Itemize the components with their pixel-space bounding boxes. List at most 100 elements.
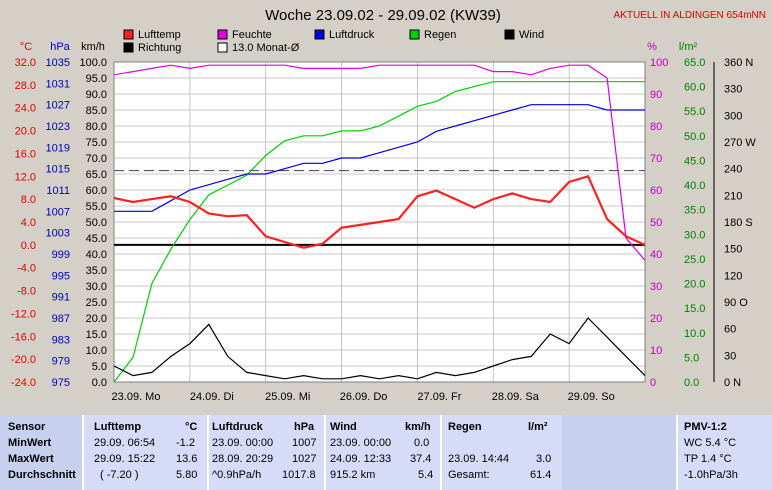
stats-luftdruck-min-time: 23.09. 00:00 — [212, 437, 274, 449]
stats-regen-max: 3.0 — [536, 453, 552, 465]
chart-subtitle: AKTUELL IN ALDINGEN 654mNN — [614, 10, 766, 21]
stats-lufttemp-avg-note: ( -7.20 ) — [100, 469, 139, 481]
stats-column-wind — [324, 415, 442, 490]
legend-label: Lufttemp — [138, 29, 181, 41]
y-tick-label: 60.0 — [684, 82, 705, 94]
y-tick-label: 983 — [52, 334, 70, 346]
stats-wind-min: 0.0 — [414, 437, 430, 449]
y-tick-label: 1031 — [46, 78, 70, 90]
series-line-luftdruck — [114, 104, 645, 212]
series-line-wind — [113, 317, 646, 380]
stats-luftdruck-max: 1027 — [292, 453, 317, 465]
axis-unit: l/m² — [679, 41, 698, 53]
y-tick-label: 60.0 — [86, 185, 107, 197]
x-tick-label: 28.09. Sa — [492, 391, 540, 403]
y-tick-label: 8.0 — [21, 194, 36, 206]
stats-lufttemp-max-time: 29.09. 15:22 — [94, 453, 156, 465]
legend-swatch — [314, 29, 325, 40]
stats-wind-max: 37.4 — [410, 453, 432, 465]
stats-pmv-windchill: WC 5.4 °C — [684, 437, 737, 449]
y-tick-label: 120 — [724, 270, 742, 282]
y-tick-label: 1011 — [46, 185, 70, 197]
stats-header-pmv: PMV-1:2 — [684, 421, 727, 433]
legend-label: Feuchte — [232, 29, 272, 41]
chart-legend: Lufttemp Feuchte Luftdruck Regen Wind Richtun… — [123, 29, 544, 54]
y-tick-label: 45.0 — [86, 233, 107, 245]
stats-header-lufttemp: Lufttemp — [94, 421, 142, 433]
y-tick-label: 55.0 — [86, 201, 107, 213]
chart-title: Woche 23.09.02 - 29.09.02 (KW39) — [265, 7, 501, 24]
stats-lufttemp-min-time: 29.09. 06:54 — [94, 437, 156, 449]
stats-header-luftdruck: Luftdruck — [212, 421, 263, 433]
legend-label: Wind — [519, 29, 544, 41]
stats-column-lufttemp — [82, 415, 209, 490]
stats-label-min: MinWert — [8, 437, 52, 449]
stats-unit-regen: l/m² — [528, 421, 548, 433]
y-tick-label: 995 — [52, 270, 70, 282]
stats-header-sensor: Sensor — [8, 421, 46, 433]
y-tick-label: 100 — [650, 57, 668, 69]
y-tick-label: 0.0 — [92, 377, 107, 389]
y-tick-label: 150 — [724, 244, 742, 256]
y-tick-label: 90.0 — [86, 89, 107, 101]
y-tick-label: 1035 — [46, 57, 70, 69]
y-tick-label: 210 — [724, 190, 742, 202]
legend-label: 13.0 Monat-Ø — [232, 42, 300, 54]
y-tick-label: 35.0 — [684, 205, 705, 217]
y-tick-label: 979 — [52, 356, 70, 368]
stats-luftdruck-trend: ^0.9hPa/h — [212, 469, 262, 481]
stats-pmv-pressure-trend: -1.0hPa/3h — [684, 469, 738, 481]
y-tick-label: 32.0 — [15, 57, 36, 69]
y-tick-label: 180 S — [724, 217, 753, 229]
x-tick-label: 29.09. So — [568, 391, 615, 403]
stats-lufttemp-min: -1.2 — [176, 437, 195, 449]
y-tick-label: 45.0 — [684, 155, 705, 167]
legend-swatch — [123, 29, 134, 40]
y-tick-label: 25.0 — [684, 254, 705, 266]
y-tick-label: 991 — [52, 292, 70, 304]
y-tick-label: 20 — [650, 313, 662, 325]
stats-column-luftdruck — [207, 415, 326, 490]
stats-column-pmv — [676, 415, 772, 490]
y-tick-label: 80.0 — [86, 121, 107, 133]
y-tick-label: 5.0 — [92, 361, 107, 373]
y-tick-label: 0.0 — [21, 240, 36, 252]
y-tick-label: 60 — [724, 324, 736, 336]
y-tick-label: 10 — [650, 345, 662, 357]
y-tick-label: 4.0 — [21, 217, 36, 229]
y-tick-label: 90 — [650, 89, 662, 101]
y-tick-label: 10.0 — [86, 345, 107, 357]
stats-header-wind: Wind — [330, 421, 357, 433]
y-tick-label: 10.0 — [684, 328, 705, 340]
stats-unit-lufttemp: °C — [185, 421, 198, 433]
y-tick-label: -16.0 — [11, 331, 36, 343]
y-tick-label: 40 — [650, 249, 662, 261]
y-tick-label: 90 O — [724, 297, 748, 309]
y-tick-label: 300 — [724, 110, 742, 122]
legend-swatch — [123, 42, 134, 53]
y-tick-label: 35.0 — [86, 265, 107, 277]
y-tick-label: 0 — [650, 377, 656, 389]
axis-unit: °C — [20, 41, 32, 53]
y-tick-label: 12.0 — [15, 171, 36, 183]
y-tick-label: 80 — [650, 121, 662, 133]
y-tick-label: 1015 — [46, 164, 70, 176]
y-tick-label: 15.0 — [684, 303, 705, 315]
y-tick-label: 1007 — [46, 206, 70, 218]
stats-regen-total: 61.4 — [530, 469, 552, 481]
stats-wind-distance: 915.2 km — [330, 469, 376, 481]
stats-wind-min-time: 23.09. 00:00 — [330, 437, 392, 449]
y-tick-label: 240 — [724, 164, 742, 176]
series-line-feuchte — [113, 64, 646, 261]
series-group — [113, 64, 646, 383]
y-tick-label: 70.0 — [86, 153, 107, 165]
stats-unit-luftdruck: hPa — [294, 421, 315, 433]
legend-swatch — [217, 29, 228, 40]
legend-swatch — [217, 42, 228, 53]
stats-wind-avg: 5.4 — [418, 469, 434, 481]
stats-lufttemp-avg: 5.80 — [176, 469, 198, 481]
y-tick-label: 15.0 — [86, 329, 107, 341]
x-tick-label: 25.09. Mi — [265, 391, 310, 403]
y-tick-label: 0 N — [724, 377, 741, 389]
y-tick-label: 20.0 — [684, 279, 705, 291]
